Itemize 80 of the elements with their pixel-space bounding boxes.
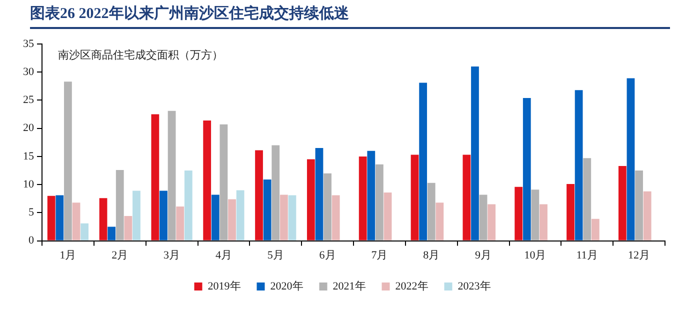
bar [132, 190, 140, 240]
bar [358, 156, 367, 240]
y-tick-label: 30 [23, 66, 34, 78]
bar [56, 195, 64, 240]
legend-label: 2022年 [395, 280, 428, 292]
bar [184, 170, 192, 240]
bar [47, 196, 56, 240]
bar [263, 180, 272, 240]
y-tick-label: 0 [28, 234, 34, 247]
bar [376, 164, 384, 240]
bar [220, 124, 228, 240]
bar [72, 202, 80, 240]
x-tick-label: 12月 [628, 249, 650, 262]
bar [168, 110, 176, 240]
bar [419, 82, 428, 240]
bar [574, 90, 583, 240]
bar [471, 66, 479, 240]
bar [236, 190, 244, 240]
x-tick-label: 10月 [524, 249, 546, 262]
bar [332, 195, 340, 240]
bar [436, 202, 444, 240]
bar [514, 186, 523, 240]
bar [315, 148, 324, 240]
bar [255, 150, 263, 240]
bar [160, 190, 168, 240]
bar [306, 159, 315, 240]
y-tick-label: 10 [23, 178, 34, 190]
bar [108, 226, 116, 240]
bar [479, 194, 488, 240]
bar [80, 223, 89, 240]
x-tick-label: 1月 [60, 249, 76, 262]
x-tick-label: 5月 [267, 249, 284, 262]
y-tick-label: 25 [23, 94, 34, 106]
legend-label: 2021年 [332, 280, 366, 292]
bar [626, 78, 635, 240]
bar [99, 198, 108, 240]
y-tick-label: 15 [23, 150, 34, 162]
x-tick-label: 7月 [371, 249, 388, 262]
bar [643, 191, 652, 240]
bar [566, 184, 574, 240]
bar [384, 192, 392, 240]
chart-title: 图表26 2022年以来广州南沙区住宅成交持续低迷 [30, 4, 670, 29]
bar [591, 218, 600, 240]
legend-label: 2019年 [208, 280, 241, 292]
bar [272, 145, 280, 240]
bar [203, 120, 212, 240]
y-axis-title: 南沙区商品住宅成交面积（万方） [58, 48, 223, 62]
y-tick-label: 5 [28, 206, 34, 219]
x-tick-label: 11月 [576, 249, 598, 262]
bar [540, 204, 548, 240]
x-tick-label: 8月 [423, 249, 440, 262]
bar [211, 194, 220, 240]
bar [531, 190, 540, 240]
y-tick-label: 35 [23, 38, 34, 50]
y-tick-label: 20 [23, 122, 34, 134]
bar [427, 182, 436, 240]
bar [367, 150, 376, 240]
bar [228, 199, 236, 240]
x-tick-label: 6月 [319, 249, 336, 262]
bar [583, 158, 592, 240]
bar [324, 173, 332, 240]
x-tick-label: 4月 [215, 249, 232, 262]
bar [176, 206, 184, 240]
bar [635, 170, 643, 240]
bar [522, 98, 531, 240]
bar [462, 154, 471, 240]
legend-label: 2023年 [458, 280, 491, 292]
bar [64, 82, 72, 240]
bar [280, 194, 288, 240]
bar [116, 170, 124, 240]
bar [488, 204, 496, 240]
x-tick-label: 3月 [164, 249, 180, 262]
bar [410, 154, 419, 240]
x-tick-label: 9月 [475, 249, 492, 262]
bar [288, 195, 296, 240]
x-tick-label: 2月 [112, 249, 128, 262]
bar [618, 166, 626, 240]
bar [151, 114, 160, 240]
legend-label: 2020年 [270, 280, 304, 292]
bar [124, 216, 132, 240]
